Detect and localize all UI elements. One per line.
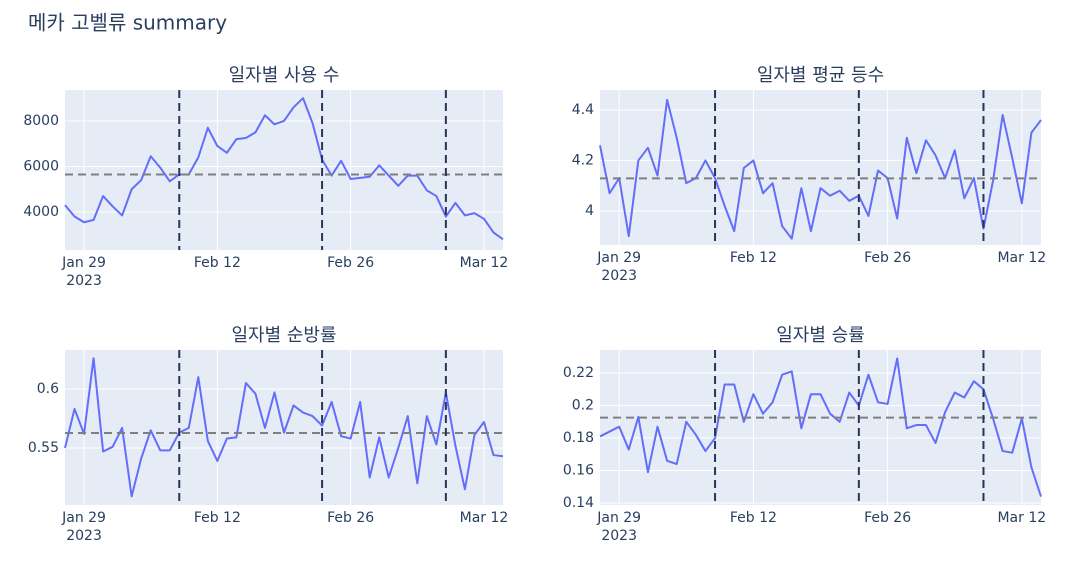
x-tick-label: Jan 29 [596,250,641,266]
x-tick-label: Feb 12 [730,250,777,266]
subplot-title: 일자별 평균 등수 [757,65,884,86]
x-tick-label: Feb 26 [864,510,911,526]
y-tick-label: 0.2 [572,398,594,414]
plot-area [600,350,1041,505]
x-tick-label: Feb 12 [730,510,777,526]
y-tick-label: 4000 [23,204,59,220]
subplot-title: 일자별 사용 수 [229,65,340,86]
y-tick-label: 0.55 [28,440,59,456]
y-tick-label: 0.16 [563,463,594,479]
x-tick-label: Feb 12 [194,255,241,271]
x-year-label: 2023 [66,273,102,289]
plot-area [65,350,503,505]
x-tick-label: Mar 12 [460,510,509,526]
plot-area [65,90,503,250]
x-tick-label: Jan 29 [61,510,106,526]
y-tick-label: 6000 [23,158,59,174]
page-title: 메카 고벨류 summary [28,11,227,35]
subplot-title: 일자별 순방률 [231,325,336,346]
y-tick-label: 4 [585,203,594,219]
x-tick-label: Mar 12 [460,255,509,271]
x-tick-label: Feb 12 [194,510,241,526]
y-tick-label: 0.22 [563,365,594,381]
data-line [64,97,504,241]
x-tick-label: Feb 26 [327,510,374,526]
x-tick-label: Jan 29 [61,255,106,271]
data-line [599,98,1042,240]
y-tick-label: 8000 [23,113,59,129]
x-tick-label: Mar 12 [997,250,1046,266]
data-line [64,357,504,498]
x-tick-label: Mar 12 [997,510,1046,526]
x-tick-label: Feb 26 [327,255,374,271]
data-line [599,357,1042,497]
y-tick-label: 4.2 [572,152,594,168]
y-tick-label: 4.4 [572,102,594,118]
x-tick-label: Jan 29 [596,510,641,526]
subplot-title: 일자별 승률 [776,325,865,346]
x-tick-label: Feb 26 [864,250,911,266]
y-tick-label: 0.14 [563,495,594,511]
y-tick-label: 0.18 [563,430,594,446]
plot-area [600,90,1041,245]
x-year-label: 2023 [66,528,102,544]
x-year-label: 2023 [601,528,637,544]
y-tick-label: 0.6 [37,381,59,397]
x-year-label: 2023 [601,268,637,284]
